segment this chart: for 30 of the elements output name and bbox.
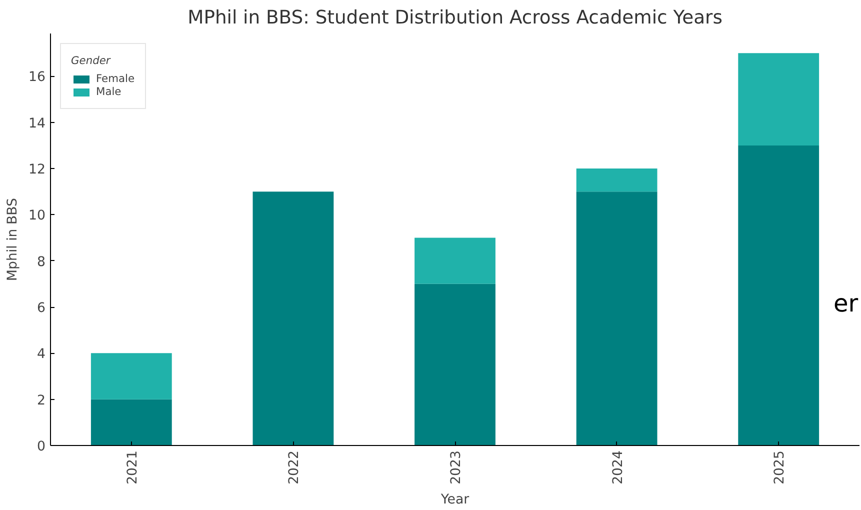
legend-title: Gender (71, 54, 112, 67)
y-tick-label: 4 (37, 347, 46, 362)
bar (414, 238, 496, 284)
bar (576, 192, 658, 446)
y-tick-label: 12 (28, 162, 46, 178)
legend-label: Male (96, 85, 122, 98)
bar (90, 399, 172, 446)
y-tick-label: 6 (37, 301, 46, 316)
bar (414, 284, 496, 446)
x-tick-label: 2022 (287, 450, 302, 484)
bar (738, 145, 820, 446)
y-tick-label: 2 (37, 393, 46, 408)
y-tick-label: 10 (28, 208, 46, 224)
bar (252, 192, 334, 446)
chart-title: MPhil in BBS: Student Distribution Across Academic Years (188, 8, 722, 28)
x-tick-label: 2025 (772, 450, 788, 484)
bar (576, 168, 658, 192)
x-tick-label: 2024 (610, 450, 626, 484)
bar (738, 53, 820, 146)
legend-label: Female (96, 72, 135, 85)
y-tick-label: 0 (37, 440, 46, 454)
x-tick-label: 2023 (449, 450, 464, 484)
annotation: er (834, 290, 858, 318)
y-tick-label: 8 (37, 254, 46, 270)
x-tick-label: 2021 (125, 450, 140, 484)
y-tick-label: 16 (28, 70, 46, 86)
x-axis-title: Year (440, 492, 470, 508)
bar (90, 353, 172, 400)
y-tick-label: 14 (28, 116, 46, 132)
y-axis-title: Mphil in BBS (6, 198, 21, 281)
